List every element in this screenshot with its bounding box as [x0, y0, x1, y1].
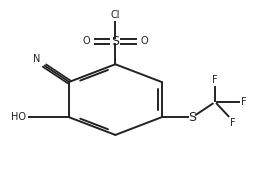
Text: F: F: [230, 118, 236, 128]
Text: F: F: [241, 97, 247, 107]
Text: S: S: [111, 35, 119, 48]
Text: F: F: [212, 75, 218, 85]
Text: HO: HO: [11, 112, 26, 122]
Text: O: O: [82, 36, 90, 46]
Text: Cl: Cl: [111, 10, 120, 20]
Text: S: S: [188, 111, 196, 124]
Text: N: N: [33, 54, 41, 64]
Text: O: O: [141, 36, 148, 46]
